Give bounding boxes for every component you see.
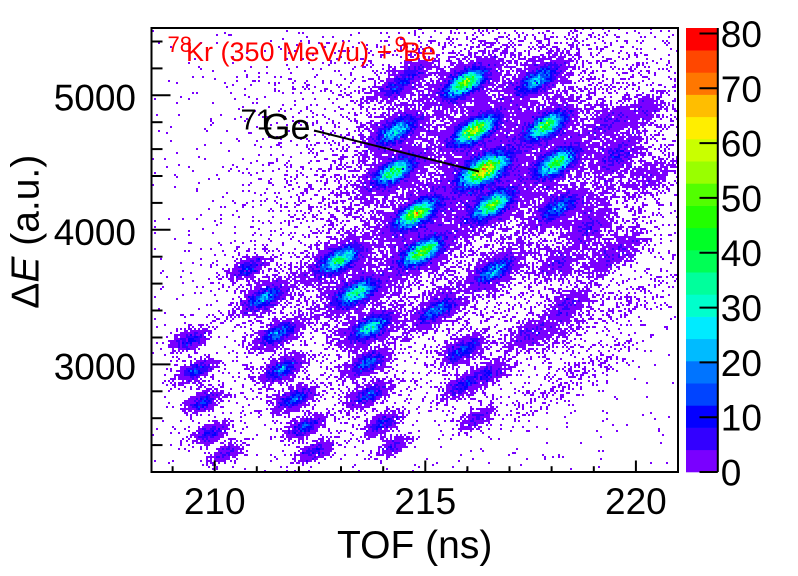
- svg-text:10: 10: [721, 398, 762, 439]
- svg-text:20: 20: [721, 343, 762, 384]
- svg-text:Ge: Ge: [263, 106, 311, 147]
- svg-text:Be: Be: [403, 37, 436, 67]
- svg-text:210: 210: [184, 481, 246, 522]
- svg-text:30: 30: [721, 288, 762, 329]
- svg-text:ΔE (a.u.): ΔE (a.u.): [5, 155, 48, 309]
- svg-text:80: 80: [721, 14, 762, 55]
- svg-text:0: 0: [721, 453, 742, 494]
- svg-text:4000: 4000: [54, 212, 136, 253]
- svg-text:5000: 5000: [54, 77, 136, 118]
- svg-text:40: 40: [721, 233, 762, 274]
- svg-text:TOF (ns): TOF (ns): [337, 524, 492, 567]
- svg-text:78: 78: [168, 32, 192, 57]
- svg-text:60: 60: [721, 124, 762, 165]
- svg-text:220: 220: [605, 481, 667, 522]
- svg-text:Kr (350 MeV/u) +: Kr (350 MeV/u) +: [186, 37, 392, 67]
- svg-text:50: 50: [721, 178, 762, 219]
- svg-text:71: 71: [241, 105, 273, 137]
- svg-text:9: 9: [395, 32, 407, 57]
- svg-text:70: 70: [721, 69, 762, 110]
- svg-text:3000: 3000: [54, 346, 136, 387]
- svg-text:215: 215: [394, 481, 456, 522]
